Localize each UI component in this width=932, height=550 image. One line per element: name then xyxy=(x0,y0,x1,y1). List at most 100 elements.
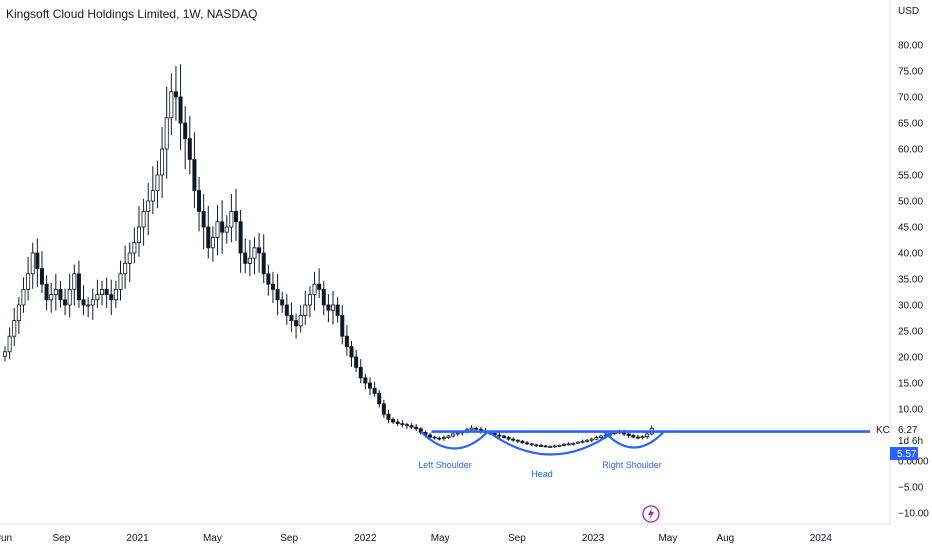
y-tick-label: 35.00 xyxy=(898,275,923,286)
candle xyxy=(451,432,456,438)
candle-body xyxy=(7,335,12,353)
candle-body xyxy=(451,433,456,437)
candle-body xyxy=(233,210,238,223)
candle-body xyxy=(261,252,266,275)
candle xyxy=(506,435,511,441)
candle xyxy=(44,275,49,311)
candle-series xyxy=(3,64,654,448)
candle-body xyxy=(30,252,35,275)
candle-body xyxy=(63,299,68,306)
y-tick-label: 25.00 xyxy=(898,327,923,338)
candle-body xyxy=(317,283,322,290)
candle xyxy=(72,264,77,306)
candle-body xyxy=(229,210,234,228)
right-shoulder-curve xyxy=(603,430,665,449)
candle-body xyxy=(386,413,391,420)
candle-body xyxy=(67,288,72,306)
candle xyxy=(446,434,451,439)
x-tick-label: Jun xyxy=(0,533,12,544)
y-tick-label: 65.00 xyxy=(898,119,923,130)
pattern-annotation: Left Shoulder xyxy=(418,460,472,470)
time-axis[interactable]: Jun Sep 2021 May Sep 2022 May Sep 2023 May Aug 2024 xyxy=(0,533,832,544)
candle xyxy=(294,313,299,339)
candle-body xyxy=(35,252,40,270)
candle-body xyxy=(594,437,599,440)
candle xyxy=(317,268,322,298)
candle xyxy=(501,434,506,439)
candle xyxy=(150,166,155,214)
candle xyxy=(132,227,137,264)
symbol-price: 6.27 xyxy=(898,425,918,436)
candle-body xyxy=(589,438,594,441)
pattern-annotation: Head xyxy=(531,469,553,479)
candle-body xyxy=(132,242,137,254)
candle-body xyxy=(21,288,26,306)
candle xyxy=(552,444,557,448)
candle-body xyxy=(575,441,580,444)
candle xyxy=(233,188,238,241)
candle-body xyxy=(363,377,368,384)
candle xyxy=(53,273,58,311)
candle xyxy=(432,435,437,440)
candle xyxy=(331,290,336,325)
y-tick-label: 75.00 xyxy=(898,67,923,78)
candle xyxy=(358,358,363,384)
candle-body xyxy=(39,268,44,285)
candle xyxy=(247,239,252,277)
candle xyxy=(326,294,331,323)
candle xyxy=(515,439,520,444)
candle-body xyxy=(76,273,81,301)
candle-body xyxy=(358,366,363,379)
candle xyxy=(511,437,516,442)
candle-body xyxy=(284,304,289,316)
candle xyxy=(400,420,405,428)
candle xyxy=(312,271,317,311)
candle xyxy=(146,182,151,236)
candle xyxy=(12,307,17,347)
candle xyxy=(280,291,285,313)
candle-body xyxy=(381,403,386,415)
candle-body xyxy=(224,226,229,233)
bar-countdown: 1d 6h xyxy=(898,436,923,447)
candle xyxy=(645,432,650,439)
candle-body xyxy=(635,436,640,439)
candle xyxy=(109,279,114,316)
candle-body xyxy=(16,304,21,322)
candle xyxy=(215,205,220,256)
candle xyxy=(557,444,562,447)
x-tick-label: 2023 xyxy=(582,533,605,544)
candle xyxy=(76,260,81,308)
y-tick-label: 45.00 xyxy=(898,223,923,234)
candle xyxy=(95,279,100,308)
candle xyxy=(252,237,257,275)
symbol-name: KC xyxy=(876,425,890,436)
candle xyxy=(335,297,340,323)
candle xyxy=(141,198,146,246)
candle xyxy=(377,390,382,408)
candle xyxy=(585,439,590,443)
x-tick-label: 2021 xyxy=(126,533,149,544)
candle-body xyxy=(173,91,178,98)
price-axis[interactable]: 80.00 75.00 70.00 65.00 60.00 55.00 50.00 45.00… xyxy=(898,41,929,520)
candle-body xyxy=(81,299,86,306)
candle-body xyxy=(469,427,474,431)
x-tick-label: Sep xyxy=(280,533,298,544)
lightning-icon[interactable] xyxy=(642,505,660,523)
x-tick-label: Aug xyxy=(716,533,734,544)
candle-body xyxy=(289,314,294,321)
y-tick-label: 30.00 xyxy=(898,301,923,312)
candle xyxy=(123,245,128,289)
candle xyxy=(289,302,294,332)
candle-body xyxy=(270,283,275,290)
candle-body xyxy=(395,421,400,424)
y-tick-label: 70.00 xyxy=(898,93,923,104)
candle-body xyxy=(3,351,8,357)
candle-body xyxy=(543,445,548,448)
x-tick-label: 2022 xyxy=(354,533,377,544)
candle xyxy=(187,116,192,175)
y-tick-label: 15.00 xyxy=(898,379,923,390)
symbol-tag: KC 6.27 1d 6h xyxy=(876,425,923,447)
candle-body xyxy=(441,437,446,440)
candle xyxy=(261,234,266,284)
